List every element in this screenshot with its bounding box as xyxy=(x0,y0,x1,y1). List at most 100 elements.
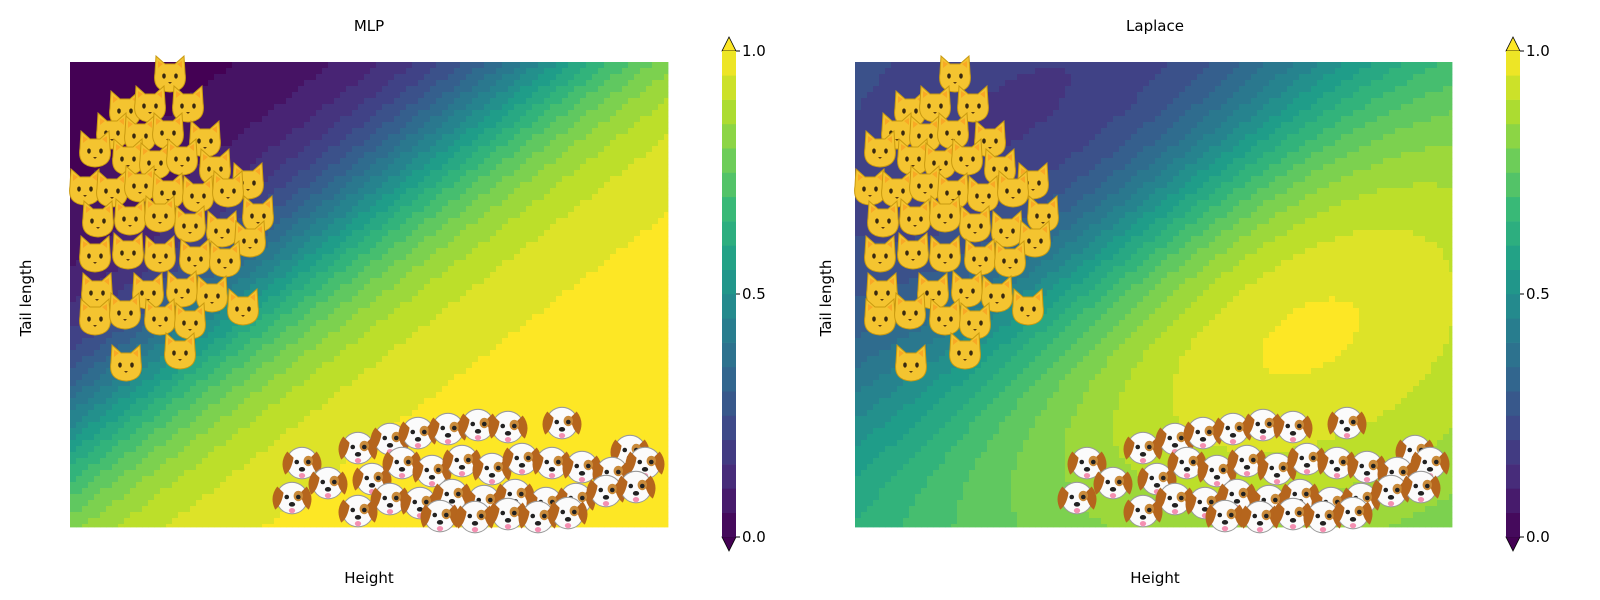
contour-cell xyxy=(358,248,365,255)
contour-cell xyxy=(298,308,305,315)
contour-cell xyxy=(556,122,563,129)
contour-cell xyxy=(334,194,341,201)
contour-cell xyxy=(550,68,557,75)
contour-cell xyxy=(202,236,209,243)
contour-cell xyxy=(634,206,641,213)
contour-cell xyxy=(286,194,293,201)
contour-cell xyxy=(298,152,305,159)
contour-cell xyxy=(376,194,383,201)
contour-cell xyxy=(352,314,359,321)
contour-cell xyxy=(526,92,533,99)
contour-cell xyxy=(664,320,669,327)
contour-cell xyxy=(136,266,143,273)
contour-cell xyxy=(646,254,653,261)
contour-cell xyxy=(286,134,293,141)
contour-cell xyxy=(232,332,239,339)
contour-cell xyxy=(664,182,669,189)
contour-cell xyxy=(250,110,257,117)
contour-cell xyxy=(202,86,209,93)
contour-cell xyxy=(634,248,641,255)
contour-cell xyxy=(598,224,605,231)
contour-cell xyxy=(88,68,95,75)
contour-cell xyxy=(274,266,281,273)
contour-cell xyxy=(550,296,557,303)
contour-cell xyxy=(328,134,335,141)
contour-cell xyxy=(112,80,119,87)
contour-cell xyxy=(340,62,347,69)
contour-cell xyxy=(610,80,617,87)
contour-cell xyxy=(604,242,611,249)
contour-cell xyxy=(76,248,83,255)
contour-cell xyxy=(460,122,467,129)
contour-cell xyxy=(508,122,515,129)
contour-cell xyxy=(262,278,269,285)
contour-cell xyxy=(556,134,563,141)
contour-cell xyxy=(436,116,443,123)
contour-cell xyxy=(406,206,413,213)
contour-cell xyxy=(496,290,503,297)
contour-cell xyxy=(244,356,251,363)
contour-cell xyxy=(520,194,527,201)
contour-cell xyxy=(172,260,179,267)
contour-cell xyxy=(616,134,623,141)
contour-cell xyxy=(568,116,575,123)
contour-cell xyxy=(448,206,455,213)
contour-cell xyxy=(400,272,407,279)
contour-cell xyxy=(502,128,509,135)
contour-cell xyxy=(406,122,413,129)
contour-cell xyxy=(286,284,293,291)
contour-cell xyxy=(562,164,569,171)
contour-cell xyxy=(538,284,545,291)
contour-cell xyxy=(568,86,575,93)
contour-cell xyxy=(604,314,611,321)
contour-cell xyxy=(376,116,383,123)
contour-cell xyxy=(466,200,473,207)
contour-cell xyxy=(280,74,287,81)
contour-cell xyxy=(436,260,443,267)
contour-cell xyxy=(292,356,299,363)
contour-cell xyxy=(88,86,95,93)
contour-cell xyxy=(406,248,413,255)
contour-cell xyxy=(346,74,353,81)
contour-cell xyxy=(208,110,215,117)
contour-cell xyxy=(592,164,599,171)
contour-cell xyxy=(586,326,593,333)
contour-cell xyxy=(286,236,293,243)
contour-cell xyxy=(460,314,467,321)
contour-cell xyxy=(454,122,461,129)
contour-cell xyxy=(448,164,455,171)
contour-cell xyxy=(346,290,353,297)
contour-cell xyxy=(262,272,269,279)
contour-cell xyxy=(70,272,77,279)
contour-cell xyxy=(196,272,203,279)
contour-cell xyxy=(124,338,131,345)
contour-cell xyxy=(202,212,209,219)
contour-cell xyxy=(634,104,641,111)
contour-cell xyxy=(544,68,551,75)
contour-cell xyxy=(328,98,335,105)
contour-cell xyxy=(556,284,563,291)
contour-cell xyxy=(412,152,419,159)
contour-cell xyxy=(244,152,251,159)
contour-cell xyxy=(424,152,431,159)
contour-cell xyxy=(430,344,437,351)
contour-cell xyxy=(424,260,431,267)
contour-cell xyxy=(424,272,431,279)
contour-cell xyxy=(598,164,605,171)
contour-cell xyxy=(538,290,545,297)
contour-cell xyxy=(634,332,641,339)
contour-cell xyxy=(376,68,383,75)
contour-cell xyxy=(304,230,311,237)
contour-cell xyxy=(292,146,299,153)
contour-cell xyxy=(418,290,425,297)
contour-cell xyxy=(430,188,437,195)
contour-cell xyxy=(394,224,401,231)
contour-cell xyxy=(436,212,443,219)
contour-cell xyxy=(568,158,575,165)
contour-cell xyxy=(304,176,311,183)
contour-cell xyxy=(634,86,641,93)
contour-cell xyxy=(526,86,533,93)
contour-cell xyxy=(412,116,419,123)
contour-cell xyxy=(640,290,647,297)
contour-cell xyxy=(70,74,77,81)
